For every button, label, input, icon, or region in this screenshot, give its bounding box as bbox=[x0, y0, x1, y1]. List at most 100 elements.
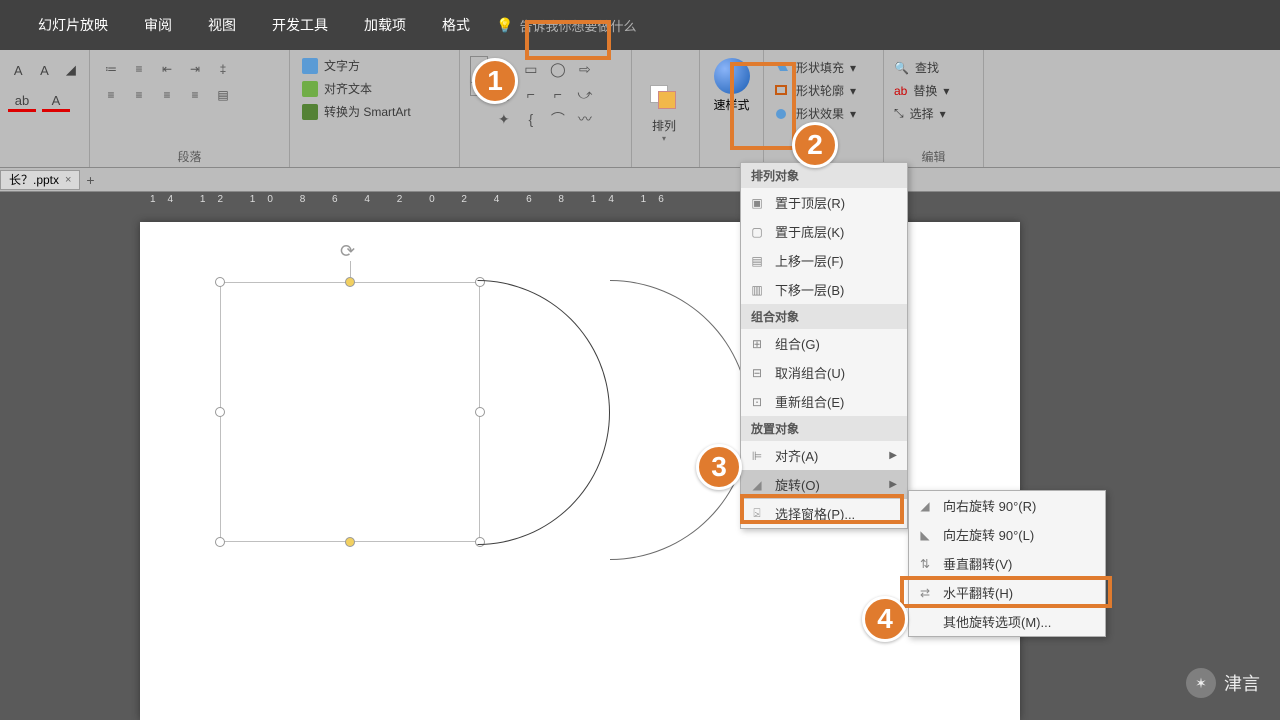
tab-add-button[interactable]: + bbox=[80, 172, 100, 188]
shape-brace-icon[interactable]: { bbox=[519, 108, 543, 130]
annotation-badge-1: 1 bbox=[472, 58, 518, 104]
shape-elbow-icon[interactable]: ⌐ bbox=[546, 83, 570, 105]
shape-rect-icon[interactable]: ▭ bbox=[519, 58, 543, 80]
numbering-icon[interactable]: ≡ bbox=[126, 58, 152, 80]
clear-format-icon[interactable]: ◢ bbox=[61, 58, 81, 82]
bring-front-icon: ▣ bbox=[749, 195, 765, 211]
font-size-inc-icon[interactable]: A bbox=[8, 58, 28, 82]
dd-more-rotation[interactable]: 其他旋转选项(M)... bbox=[909, 607, 1105, 636]
indent-inc-icon[interactable]: ⇥ bbox=[182, 58, 208, 80]
dd-selection-pane[interactable]: ⍄选择窗格(P)... bbox=[741, 499, 907, 528]
shape-outline-button[interactable]: 形状轮廓 ▾ bbox=[772, 79, 875, 102]
ribbon-group-arrange: 排列 ▾ bbox=[632, 50, 700, 167]
dd-rotate-left90[interactable]: ◣向左旋转 90°(L) bbox=[909, 520, 1105, 549]
resize-handle[interactable] bbox=[215, 407, 225, 417]
line-spacing-icon[interactable]: ‡ bbox=[210, 58, 236, 80]
select-icon: ⤡ bbox=[894, 106, 904, 121]
shape-arrow-icon[interactable]: ⇨ bbox=[573, 58, 597, 80]
text-direction-button[interactable]: 文字方 bbox=[298, 54, 451, 77]
resize-handle[interactable] bbox=[345, 277, 355, 287]
tell-me-search[interactable]: 💡 告诉我你想要做什么 bbox=[496, 16, 636, 35]
menu-slideshow[interactable]: 幻灯片放映 bbox=[20, 15, 126, 35]
selection-pane-icon: ⍄ bbox=[749, 506, 765, 522]
rotate-left-icon: ◣ bbox=[917, 527, 933, 543]
shape-wave-icon[interactable]: 〰 bbox=[573, 108, 597, 130]
watermark: ✶ 津言 bbox=[1186, 668, 1260, 698]
fill-icon bbox=[774, 61, 790, 75]
dd-bring-forward[interactable]: ▤上移一层(F) bbox=[741, 246, 907, 275]
tell-me-placeholder: 告诉我你想要做什么 bbox=[519, 16, 636, 35]
align-left-icon[interactable]: ≡ bbox=[98, 84, 124, 106]
annotation-badge-3: 3 bbox=[696, 444, 742, 490]
justify-icon[interactable]: ≡ bbox=[182, 84, 208, 106]
menu-format[interactable]: 格式 bbox=[424, 15, 488, 35]
group-label-paragraph: 段落 bbox=[90, 148, 289, 165]
shape-corner-icon[interactable]: ⌐ bbox=[519, 83, 543, 105]
quickstyle-button[interactable]: 速样式 bbox=[708, 58, 755, 113]
dd-bring-front[interactable]: ▣置于顶层(R) bbox=[741, 188, 907, 217]
convert-smartart-button[interactable]: 转换为 SmartArt bbox=[298, 100, 451, 123]
dd-section-position: 放置对象 bbox=[741, 416, 907, 441]
menu-view[interactable]: 视图 bbox=[190, 15, 254, 35]
resize-handle[interactable] bbox=[215, 277, 225, 287]
shape-curve-icon[interactable]: ⤻ bbox=[573, 83, 597, 105]
bullets-icon[interactable]: ≔ bbox=[98, 58, 124, 80]
indent-dec-icon[interactable]: ⇤ bbox=[154, 58, 180, 80]
document-tab[interactable]: 长？.pptx × bbox=[0, 170, 80, 190]
document-tabbar: 长？.pptx × + bbox=[0, 168, 1280, 192]
ruler-marks: 14 12 10 8 6 4 2 0 2 4 6 8 14 16 bbox=[150, 194, 676, 205]
ribbon-group-font: AA◢ abA bbox=[0, 50, 90, 167]
align-text-button[interactable]: 对齐文本 bbox=[298, 77, 451, 100]
dd-group[interactable]: ⊞组合(G) bbox=[741, 329, 907, 358]
send-back-icon: ▢ bbox=[749, 224, 765, 240]
ribbon-group-paragraph: ≔ ≡ ⇤ ⇥ ‡ ≡ ≡ ≡ ≡ ▤ 段落 bbox=[90, 50, 290, 167]
wechat-icon: ✶ bbox=[1186, 668, 1216, 698]
effects-icon bbox=[774, 107, 790, 121]
smartart-icon bbox=[302, 104, 318, 120]
dd-ungroup[interactable]: ⊟取消组合(U) bbox=[741, 358, 907, 387]
menu-addins[interactable]: 加载项 bbox=[346, 15, 424, 35]
dd-regroup[interactable]: ⊡重新组合(E) bbox=[741, 387, 907, 416]
rotate-handle-icon[interactable]: ⟳ bbox=[340, 241, 360, 261]
align-right-icon[interactable]: ≡ bbox=[154, 84, 180, 106]
find-button[interactable]: 🔍查找 bbox=[892, 56, 975, 79]
dd-flip-horizontal[interactable]: ⇄水平翻转(H) bbox=[909, 578, 1105, 607]
horizontal-ruler: 14 12 10 8 6 4 2 0 2 4 6 8 14 16 bbox=[0, 192, 1280, 212]
dd-rotate[interactable]: ◢旋转(O)▶ bbox=[741, 470, 907, 499]
shape-star-icon[interactable]: ✦ bbox=[492, 108, 516, 130]
dd-flip-vertical[interactable]: ⇅垂直翻转(V) bbox=[909, 549, 1105, 578]
arrange-button[interactable]: 排列 ▾ bbox=[640, 79, 688, 143]
resize-handle[interactable] bbox=[345, 537, 355, 547]
dd-section-order: 排列对象 bbox=[741, 163, 907, 188]
menu-devtools[interactable]: 开发工具 bbox=[254, 15, 346, 35]
more-rotation-icon bbox=[917, 614, 933, 630]
flip-vertical-icon: ⇅ bbox=[917, 556, 933, 572]
font-color-icon[interactable]: A bbox=[42, 90, 70, 114]
watermark-text: 津言 bbox=[1224, 670, 1260, 696]
arrange-icon bbox=[646, 79, 682, 115]
shape-arc-icon[interactable]: ⌒ bbox=[546, 108, 570, 130]
ribbon-group-textops: 文字方 对齐文本 转换为 SmartArt bbox=[290, 50, 460, 167]
dd-send-backward[interactable]: ▥下移一层(B) bbox=[741, 275, 907, 304]
select-button[interactable]: ⤡选择 ▾ bbox=[892, 102, 975, 125]
columns-icon[interactable]: ▤ bbox=[210, 84, 236, 106]
group-icon: ⊞ bbox=[749, 336, 765, 352]
rotate-icon: ◢ bbox=[749, 477, 765, 493]
highlight-icon[interactable]: ab bbox=[8, 90, 36, 114]
dd-align[interactable]: ⊫对齐(A)▶ bbox=[741, 441, 907, 470]
tab-close-icon[interactable]: × bbox=[65, 174, 71, 186]
align-text-icon bbox=[302, 81, 318, 97]
shape-fill-button[interactable]: 形状填充 ▾ bbox=[772, 56, 875, 79]
dd-send-back[interactable]: ▢置于底层(K) bbox=[741, 217, 907, 246]
resize-handle[interactable] bbox=[215, 537, 225, 547]
replace-button[interactable]: ab替换 ▾ bbox=[892, 79, 975, 102]
font-size-dec-icon[interactable]: A bbox=[34, 58, 54, 82]
shape-effects-button[interactable]: 形状效果 ▾ bbox=[772, 102, 875, 125]
shape-selection-box[interactable]: ⟳ bbox=[220, 282, 480, 542]
shape-oval-icon[interactable]: ◯ bbox=[546, 58, 570, 80]
quickstyle-icon bbox=[714, 58, 750, 94]
flip-horizontal-icon: ⇄ bbox=[917, 585, 933, 601]
align-center-icon[interactable]: ≡ bbox=[126, 84, 152, 106]
menu-review[interactable]: 审阅 bbox=[126, 15, 190, 35]
dd-rotate-right90[interactable]: ◢向右旋转 90°(R) bbox=[909, 491, 1105, 520]
